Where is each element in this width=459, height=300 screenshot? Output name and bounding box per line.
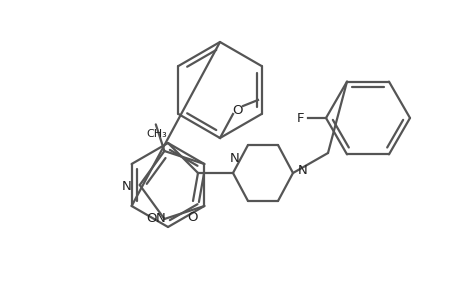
Text: N: N — [122, 181, 131, 194]
Text: N: N — [156, 212, 166, 225]
Text: O: O — [232, 103, 243, 116]
Text: O: O — [187, 211, 198, 224]
Text: O: O — [146, 212, 156, 226]
Text: CH₃: CH₃ — [146, 129, 167, 140]
Text: F: F — [296, 112, 303, 124]
Text: N: N — [297, 164, 307, 178]
Text: N: N — [230, 152, 239, 165]
